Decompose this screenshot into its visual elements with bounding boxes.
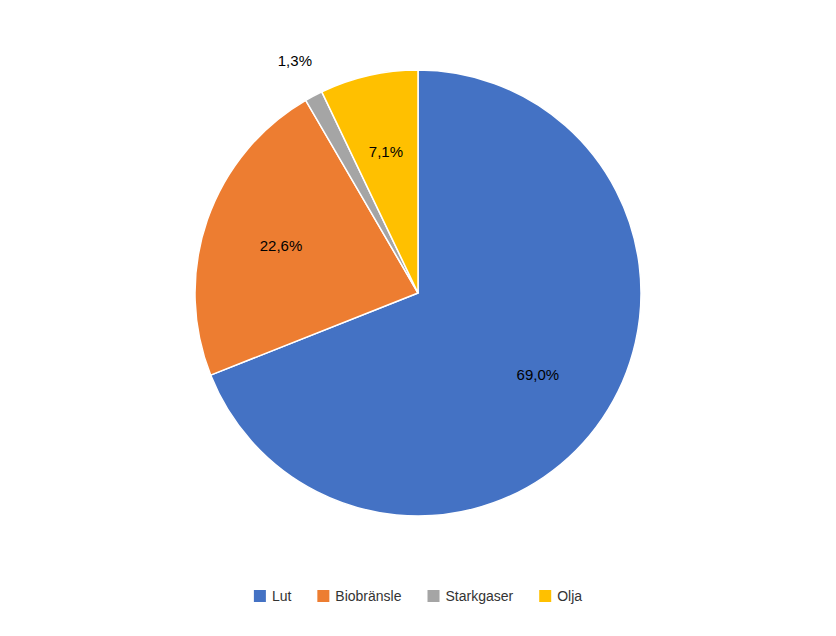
legend-label: Olja <box>557 588 582 604</box>
data-label: 22,6% <box>260 237 303 254</box>
legend-swatch <box>317 590 329 602</box>
data-label: 69,0% <box>517 366 560 383</box>
legend-item: Olja <box>539 588 582 604</box>
legend-swatch <box>428 590 440 602</box>
legend-label: Biobränsle <box>335 588 401 604</box>
legend-swatch <box>539 590 551 602</box>
legend-item: Lut <box>254 588 292 604</box>
chart: 69,0% 22,6% 1,3% 7,1% Lut Biobränsle Starkgase… <box>0 0 836 636</box>
legend-item: Starkgaser <box>428 588 514 604</box>
pie <box>195 70 641 516</box>
legend-item: Biobränsle <box>317 588 401 604</box>
legend-swatch <box>254 590 266 602</box>
data-labels: 69,0% 22,6% 1,3% 7,1% <box>260 52 559 383</box>
legend: Lut Biobränsle Starkgaser Olja <box>254 588 582 604</box>
data-label: 7,1% <box>369 143 403 160</box>
legend-label: Starkgaser <box>446 588 514 604</box>
data-label: 1,3% <box>278 52 312 69</box>
legend-label: Lut <box>272 588 292 604</box>
pie-slice <box>322 70 418 293</box>
